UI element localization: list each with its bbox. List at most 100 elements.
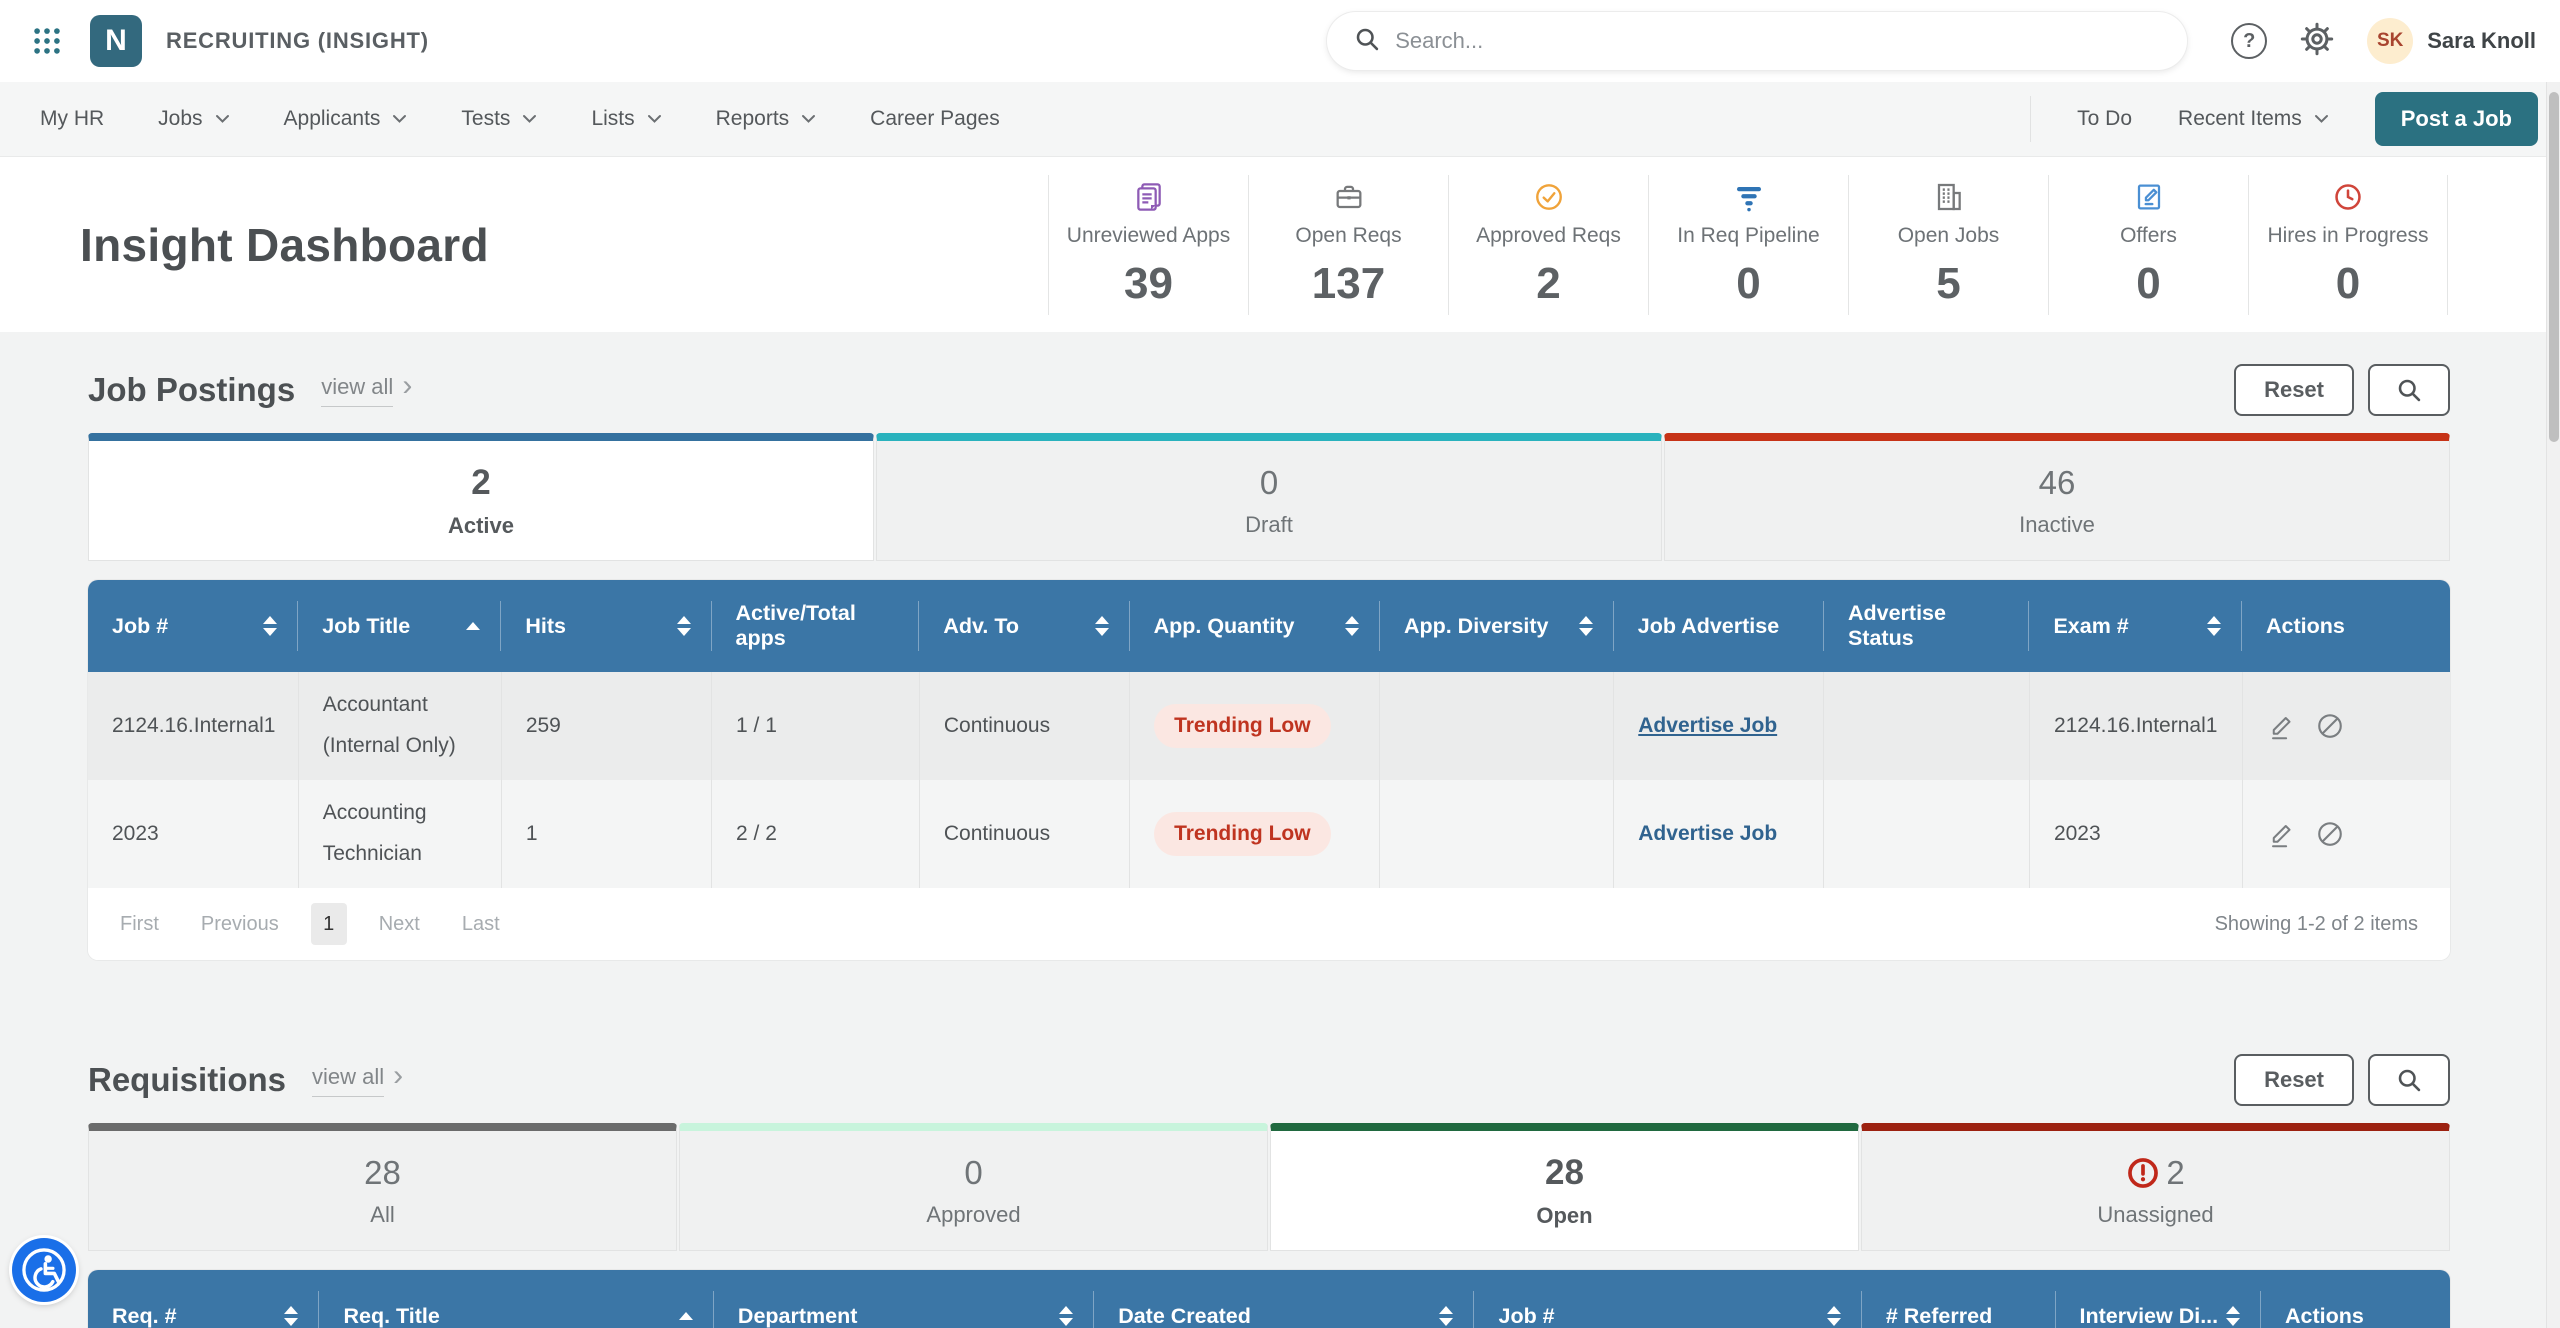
pagination-page-1[interactable]: 1 (311, 903, 347, 945)
stat-unreviewed-apps[interactable]: Unreviewed Apps 39 (1048, 175, 1248, 315)
cell-app-quantity: Trending Low (1130, 780, 1380, 888)
topbar-actions: ? SK Sara Knoll (2231, 18, 2536, 64)
offer-pen-icon (2133, 181, 2165, 213)
requisitions-tabs: 28 All 0 Approved 28 Open (88, 1123, 2450, 1251)
requisitions-table: Req. # Req. Title Department Date Create… (88, 1270, 2450, 1328)
col-job-title[interactable]: Job Title (298, 580, 501, 672)
nav-career-pages[interactable]: Career Pages (870, 107, 1000, 131)
requisitions-view-all[interactable]: view all› (312, 1064, 403, 1097)
job-postings-tabs: 2 Active 0 Draft 46 Inactive (88, 433, 2450, 561)
col-app-quantity[interactable]: App. Quantity (1130, 580, 1380, 672)
col-job-num[interactable]: Job # (88, 580, 298, 672)
nav-applicants[interactable]: Applicants (284, 107, 408, 131)
avatar[interactable]: SK (2367, 18, 2413, 64)
section-title-job-postings: Job Postings (88, 371, 295, 409)
search-input[interactable] (1395, 28, 2161, 54)
job-postings-reset-button[interactable]: Reset (2234, 364, 2354, 416)
scrollbar[interactable] (2546, 82, 2560, 1328)
cell-app-diversity (1380, 780, 1614, 888)
col-adv-to[interactable]: Adv. To (919, 580, 1129, 672)
pagination-next[interactable]: Next (379, 913, 420, 936)
col-interview[interactable]: Interview Di... (2056, 1270, 2261, 1328)
apps-grid-icon[interactable] (30, 24, 64, 58)
disable-icon[interactable] (2315, 819, 2345, 849)
tab-approved[interactable]: 0 Approved (679, 1123, 1268, 1251)
chevron-down-icon (215, 114, 230, 124)
pagination-last[interactable]: Last (462, 913, 500, 936)
stat-value: 0 (2336, 259, 2360, 309)
nav-right: To Do Recent Items Post a Job (2030, 92, 2538, 146)
pagination-previous[interactable]: Previous (201, 913, 279, 936)
disable-icon[interactable] (2315, 711, 2345, 741)
requisitions-search-button[interactable] (2368, 1054, 2450, 1106)
nav-jobs[interactable]: Jobs (158, 107, 229, 131)
sort-asc-icon (679, 1312, 693, 1320)
requisitions-reset-button[interactable]: Reset (2234, 1054, 2354, 1106)
col-app-diversity[interactable]: App. Diversity (1380, 580, 1614, 672)
stat-offers[interactable]: Offers 0 (2048, 175, 2248, 315)
nav-lists[interactable]: Lists (591, 107, 661, 131)
chevron-down-icon (522, 114, 537, 124)
stat-label: In Req Pipeline (1677, 224, 1819, 248)
chevron-down-icon (392, 114, 407, 124)
cell-exam-num: 2124.16.Internal1 (2029, 672, 2242, 780)
nav-tests[interactable]: Tests (461, 107, 537, 131)
nav-recent-items[interactable]: Recent Items (2178, 107, 2329, 131)
alert-icon (2126, 1156, 2160, 1190)
search-icon (2395, 376, 2423, 404)
advertise-job-link[interactable]: Advertise Job (1638, 822, 1777, 845)
stat-open-jobs[interactable]: Open Jobs 5 (1848, 175, 2048, 315)
user-menu[interactable]: SK Sara Knoll (2367, 18, 2536, 64)
tab-draft[interactable]: 0 Draft (876, 433, 1662, 561)
stat-hires-in-progress[interactable]: Hires in Progress 0 (2248, 175, 2448, 315)
col-req-title[interactable]: Req. Title (319, 1270, 713, 1328)
app-logo[interactable]: N (90, 15, 142, 67)
nav-to-do[interactable]: To Do (2077, 107, 2132, 131)
stat-label: Unreviewed Apps (1067, 224, 1230, 248)
col-hits[interactable]: Hits (501, 580, 711, 672)
top-bar: N RECRUITING (INSIGHT) ? SK Sara Kn (0, 0, 2560, 82)
edit-icon[interactable] (2267, 711, 2297, 741)
nav-reports[interactable]: Reports (716, 107, 817, 131)
job-postings-view-all[interactable]: view all› (321, 374, 412, 407)
tab-all[interactable]: 28 All (88, 1123, 677, 1251)
stat-open-reqs[interactable]: Open Reqs 137 (1248, 175, 1448, 315)
accessibility-button[interactable] (12, 1238, 76, 1302)
col-job-num[interactable]: Job # (1474, 1270, 1861, 1328)
cell-apps: 2 / 2 (712, 780, 920, 888)
table-row: 2124.16.Internal1 Accountant (Internal O… (88, 672, 2450, 780)
col-job-advertise: Job Advertise (1614, 580, 1824, 672)
col-date-created[interactable]: Date Created (1094, 1270, 1474, 1328)
stat-label: Approved Reqs (1476, 224, 1621, 248)
page-title: Insight Dashboard (80, 218, 489, 272)
stat-label: Offers (2120, 224, 2177, 248)
col-exam-num[interactable]: Exam # (2029, 580, 2242, 672)
cell-job-title: Accounting Technician (298, 780, 501, 888)
edit-icon[interactable] (2267, 819, 2297, 849)
help-icon[interactable]: ? (2231, 23, 2267, 59)
col-actions: Actions (2261, 1270, 2450, 1328)
stat-value: 2 (1536, 259, 1560, 309)
cell-apps: 1 / 1 (712, 672, 920, 780)
pagination-first[interactable]: First (120, 913, 159, 936)
stat-in-req-pipeline[interactable]: In Req Pipeline 0 (1648, 175, 1848, 315)
chevron-right-icon: › (402, 381, 412, 399)
job-postings-search-button[interactable] (2368, 364, 2450, 416)
col-department[interactable]: Department (714, 1270, 1094, 1328)
tab-unassigned[interactable]: 2 Unassigned (1861, 1123, 2450, 1251)
advertise-job-link[interactable]: Advertise Job (1638, 714, 1777, 737)
user-name: Sara Knoll (2427, 28, 2536, 54)
tab-open[interactable]: 28 Open (1270, 1123, 1859, 1251)
scrollbar-thumb[interactable] (2549, 92, 2559, 442)
tab-active[interactable]: 2 Active (88, 433, 874, 561)
tab-inactive[interactable]: 46 Inactive (1664, 433, 2450, 561)
stat-approved-reqs[interactable]: Approved Reqs 2 (1448, 175, 1648, 315)
gear-icon[interactable] (2299, 21, 2335, 62)
sort-icon (2207, 616, 2221, 636)
accessibility-icon (22, 1248, 66, 1292)
nav-my-hr[interactable]: My HR (40, 107, 104, 131)
post-a-job-button[interactable]: Post a Job (2375, 92, 2538, 146)
stat-value: 39 (1124, 259, 1173, 309)
documents-icon (1133, 181, 1165, 213)
col-req-num[interactable]: Req. # (88, 1270, 319, 1328)
